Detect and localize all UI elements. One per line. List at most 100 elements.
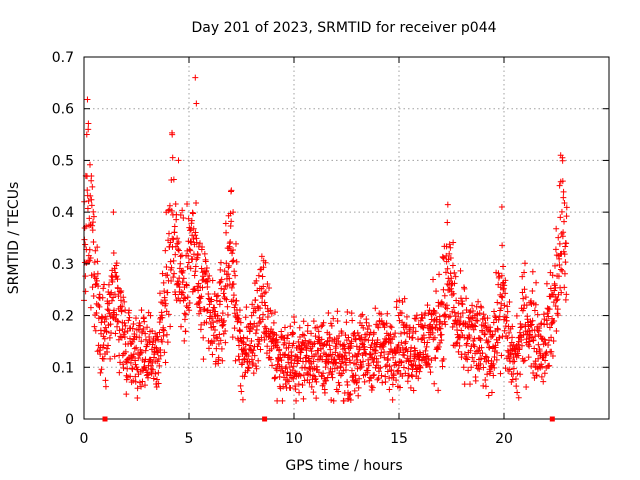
data-point <box>459 301 466 308</box>
data-point <box>521 260 528 267</box>
data-point <box>162 359 169 366</box>
data-point <box>229 250 236 257</box>
data-point <box>220 317 227 324</box>
data-point <box>444 201 451 208</box>
data-point <box>353 343 360 350</box>
data-point <box>236 307 243 314</box>
data-point <box>157 346 164 353</box>
data-point <box>210 323 217 330</box>
data-point <box>137 322 144 329</box>
data-point <box>390 354 397 361</box>
data-point <box>179 279 186 286</box>
data-point <box>442 269 449 276</box>
data-point <box>118 287 125 294</box>
data-point <box>304 328 311 335</box>
data-point <box>451 309 458 316</box>
data-point <box>165 311 172 318</box>
data-point <box>494 339 501 346</box>
data-point <box>312 351 319 358</box>
data-point <box>498 300 505 307</box>
data-point <box>320 319 327 326</box>
data-point <box>502 323 509 330</box>
data-point <box>142 330 149 337</box>
data-point <box>387 346 394 353</box>
data-point <box>208 296 215 303</box>
data-point <box>520 331 527 338</box>
data-point <box>440 355 447 362</box>
data-point <box>427 369 434 376</box>
data-point <box>260 311 267 318</box>
data-point <box>150 375 157 382</box>
data-point <box>314 324 321 331</box>
data-point <box>284 332 291 339</box>
data-point <box>545 313 552 320</box>
data-point <box>119 303 126 310</box>
data-point <box>386 363 393 370</box>
data-point <box>446 250 453 257</box>
data-point <box>437 325 444 332</box>
data-point <box>519 273 526 280</box>
data-point <box>453 340 460 347</box>
data-point <box>264 343 271 350</box>
data-point <box>361 378 368 385</box>
data-point <box>504 303 511 310</box>
data-point <box>203 265 210 272</box>
data-point <box>186 246 193 253</box>
data-point <box>338 330 345 337</box>
data-point <box>266 284 273 291</box>
data-point <box>241 373 248 380</box>
data-point <box>444 265 451 272</box>
data-point <box>250 370 257 377</box>
data-point <box>477 360 484 367</box>
data-point <box>482 319 489 326</box>
data-point <box>253 365 260 372</box>
data-point <box>92 247 99 254</box>
data-point <box>253 277 260 284</box>
data-point <box>450 304 457 311</box>
data-point <box>480 364 487 371</box>
data-point <box>344 382 351 389</box>
data-point <box>160 332 167 339</box>
x-tick-label: 20 <box>495 431 513 447</box>
y-tick-label: 0.2 <box>52 309 74 325</box>
data-point <box>228 188 234 195</box>
data-gap-marker <box>102 416 108 422</box>
data-point <box>521 286 528 293</box>
data-point <box>113 311 120 318</box>
data-point <box>429 324 436 331</box>
data-point <box>383 320 390 327</box>
data-point <box>192 74 199 81</box>
data-point <box>132 378 139 385</box>
data-point <box>255 341 262 348</box>
data-point <box>472 323 479 330</box>
data-point <box>259 273 266 280</box>
data-point <box>521 357 528 364</box>
data-point <box>195 300 202 307</box>
data-point <box>373 355 380 362</box>
data-point <box>398 310 405 317</box>
data-point <box>260 283 267 290</box>
data-point <box>559 178 566 185</box>
data-point <box>167 258 174 265</box>
data-point <box>130 321 137 328</box>
data-point <box>528 321 535 328</box>
data-point <box>287 385 294 392</box>
data-point <box>105 342 112 349</box>
data-point <box>560 229 567 236</box>
data-point <box>369 384 376 391</box>
data-point <box>135 355 142 362</box>
data-point <box>220 290 227 297</box>
data-point <box>415 375 422 382</box>
data-point <box>177 253 184 260</box>
data-point <box>260 264 267 271</box>
data-point <box>511 358 518 365</box>
data-point <box>221 268 228 275</box>
data-point <box>118 334 125 341</box>
data-point <box>162 247 169 254</box>
data-point <box>506 329 513 336</box>
data-point <box>425 355 432 362</box>
data-point <box>116 327 123 334</box>
data-point <box>447 313 454 320</box>
data-point <box>560 188 567 195</box>
data-point <box>513 383 520 390</box>
